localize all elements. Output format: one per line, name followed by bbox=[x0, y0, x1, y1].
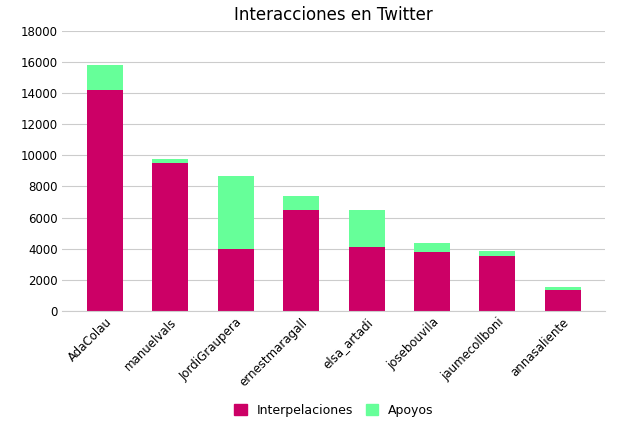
Bar bbox=[152, 159, 188, 163]
Title: Interacciones en Twitter: Interacciones en Twitter bbox=[235, 6, 433, 24]
Bar bbox=[283, 196, 319, 210]
Bar bbox=[218, 249, 254, 311]
Bar bbox=[414, 243, 450, 252]
Bar bbox=[283, 210, 319, 311]
Bar bbox=[349, 247, 384, 311]
Bar bbox=[479, 257, 515, 311]
Bar bbox=[545, 290, 580, 311]
Bar bbox=[414, 252, 450, 311]
Bar bbox=[479, 251, 515, 257]
Legend: Interpelaciones, Apoyos: Interpelaciones, Apoyos bbox=[229, 399, 439, 422]
Bar bbox=[218, 176, 254, 249]
Bar bbox=[87, 65, 123, 90]
Bar bbox=[87, 90, 123, 311]
Bar bbox=[545, 288, 580, 290]
Bar bbox=[349, 210, 384, 247]
Bar bbox=[152, 163, 188, 311]
